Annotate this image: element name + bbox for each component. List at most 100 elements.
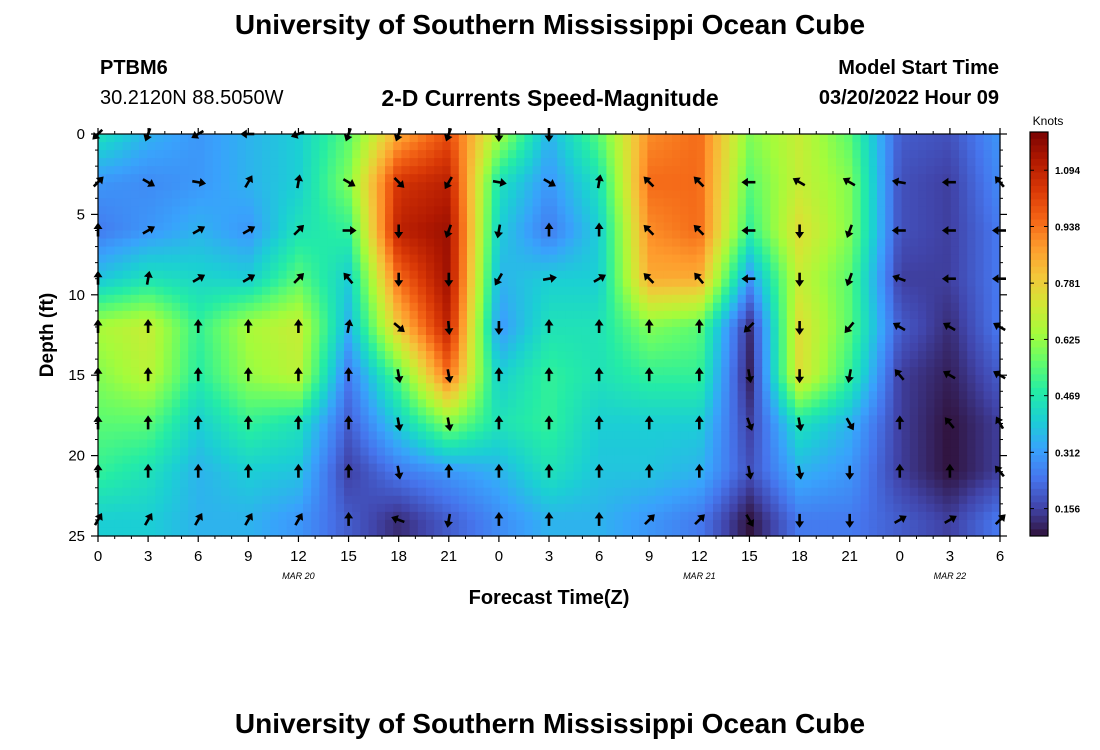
heatmap-cell xyxy=(122,238,132,248)
heatmap-cell xyxy=(704,407,714,416)
heatmap-cell xyxy=(253,495,263,505)
heatmap-cell xyxy=(655,246,665,256)
heatmap-cell xyxy=(327,246,337,256)
heatmap-cell xyxy=(942,343,952,352)
heatmap-cell xyxy=(926,463,935,473)
heatmap-cell xyxy=(286,310,296,320)
heatmap-cell xyxy=(983,134,993,143)
heatmap-cell xyxy=(688,335,698,344)
heatmap-cell xyxy=(745,158,755,167)
heatmap-cell xyxy=(860,198,870,207)
heatmap-cell xyxy=(885,222,894,232)
heatmap-cell xyxy=(139,134,148,143)
heatmap-cell xyxy=(967,238,976,248)
heatmap-cell xyxy=(909,222,919,232)
heatmap-cell xyxy=(171,158,181,167)
heatmap-cell xyxy=(655,198,665,207)
heatmap-cell xyxy=(524,134,534,143)
heatmap-cell xyxy=(713,238,722,248)
heatmap-cell xyxy=(311,262,320,272)
heatmap-cell xyxy=(868,150,878,159)
heatmap-cell xyxy=(663,182,673,191)
heatmap-cell xyxy=(975,391,985,400)
heatmap-cell xyxy=(130,158,140,167)
heatmap-cell xyxy=(401,343,411,352)
heatmap-cell xyxy=(458,190,468,199)
heatmap-cell xyxy=(458,158,468,167)
heatmap-cell xyxy=(155,431,165,441)
heatmap-cell xyxy=(286,447,296,457)
heatmap-cell xyxy=(114,310,124,320)
heatmap-cell xyxy=(212,190,222,199)
heatmap-cell xyxy=(959,150,968,159)
heatmap-cell xyxy=(950,367,960,376)
heatmap-cell xyxy=(180,415,189,425)
heatmap-cell xyxy=(376,294,386,304)
heatmap-cell xyxy=(450,318,460,328)
heatmap-cell xyxy=(294,310,304,320)
heatmap-cell xyxy=(188,471,197,481)
heatmap-cell xyxy=(819,230,829,240)
heatmap-cell xyxy=(934,375,944,384)
heatmap-cell xyxy=(549,367,558,376)
heatmap-cell xyxy=(491,431,501,441)
heatmap-cell xyxy=(655,318,665,328)
heatmap-cell xyxy=(622,254,632,264)
heatmap-cell xyxy=(237,471,247,481)
heatmap-cell xyxy=(352,142,361,151)
heatmap-cell xyxy=(934,326,944,336)
heatmap-cell xyxy=(991,230,1001,240)
heatmap-cell xyxy=(163,134,173,143)
heatmap-cell xyxy=(368,326,378,336)
heatmap-cell xyxy=(458,230,468,240)
heatmap-cell xyxy=(475,391,484,400)
heatmap-cell xyxy=(442,214,452,224)
heatmap-cell xyxy=(778,326,788,336)
heatmap-cell xyxy=(852,286,862,296)
heatmap-cell xyxy=(844,206,853,215)
heatmap-cell xyxy=(959,359,968,368)
heatmap-cell xyxy=(475,278,484,288)
heatmap-cell xyxy=(458,399,468,408)
heatmap-cell xyxy=(868,439,878,449)
heatmap-cell xyxy=(836,447,845,457)
heatmap-cell xyxy=(352,326,361,336)
heatmap-cell xyxy=(483,391,493,400)
heatmap-cell xyxy=(352,463,361,473)
heatmap-cell xyxy=(639,206,648,215)
heatmap-cell xyxy=(942,359,952,368)
heatmap-cell xyxy=(155,262,165,272)
heatmap-cell xyxy=(852,182,862,191)
heatmap-cell xyxy=(442,294,452,304)
heatmap-cell xyxy=(852,158,862,167)
heatmap-cell xyxy=(458,254,468,264)
heatmap-cell xyxy=(417,495,427,505)
heatmap-cell xyxy=(434,182,443,191)
heatmap-cell xyxy=(614,150,624,159)
heatmap-cell xyxy=(327,318,337,328)
heatmap-cell xyxy=(991,190,1001,199)
heatmap-cell xyxy=(204,238,214,248)
heatmap-cell xyxy=(294,254,304,264)
heatmap-cell xyxy=(360,359,370,368)
heatmap-cell xyxy=(376,495,386,505)
heatmap-cell xyxy=(376,455,386,465)
heatmap-cell xyxy=(852,326,862,336)
heatmap-cell xyxy=(221,166,230,175)
heatmap-cell xyxy=(171,310,181,320)
heatmap-cell xyxy=(253,158,263,167)
heatmap-cell xyxy=(844,214,853,224)
heatmap-cell xyxy=(171,375,181,384)
heatmap-cell xyxy=(245,166,255,175)
heatmap-cell xyxy=(754,431,763,441)
heatmap-cell xyxy=(581,487,591,497)
heatmap-cell xyxy=(557,359,566,368)
heatmap-cell xyxy=(516,278,525,288)
heatmap-cell xyxy=(918,238,927,248)
heatmap-cell xyxy=(467,166,476,175)
heatmap-cell xyxy=(229,246,238,256)
heatmap-cell xyxy=(212,487,222,497)
heatmap-cell xyxy=(180,158,189,167)
heatmap-cell xyxy=(885,463,894,473)
heatmap-cell xyxy=(795,335,804,344)
